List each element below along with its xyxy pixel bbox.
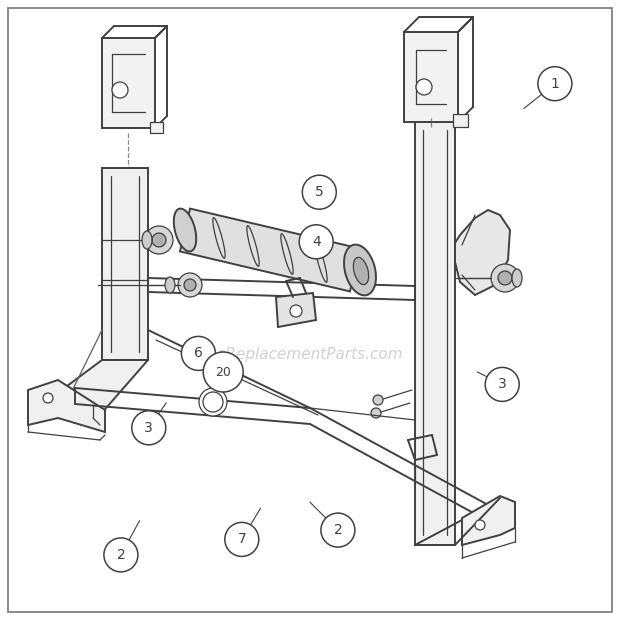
Ellipse shape — [184, 279, 196, 291]
Circle shape — [132, 411, 166, 445]
Polygon shape — [276, 293, 316, 327]
Polygon shape — [455, 210, 510, 295]
Circle shape — [182, 337, 215, 370]
Text: 6: 6 — [194, 347, 203, 360]
Circle shape — [104, 538, 138, 572]
Ellipse shape — [371, 408, 381, 418]
Circle shape — [485, 368, 519, 401]
Text: 2: 2 — [117, 548, 125, 562]
Ellipse shape — [165, 277, 175, 293]
Circle shape — [199, 388, 227, 416]
Polygon shape — [462, 496, 515, 545]
Ellipse shape — [353, 257, 369, 285]
Circle shape — [321, 513, 355, 547]
Text: 2: 2 — [334, 523, 342, 537]
Circle shape — [303, 175, 336, 209]
Polygon shape — [415, 120, 455, 545]
Ellipse shape — [373, 395, 383, 405]
Circle shape — [290, 305, 302, 317]
Ellipse shape — [344, 244, 376, 295]
Circle shape — [475, 520, 485, 530]
Polygon shape — [150, 122, 163, 133]
Text: 7: 7 — [237, 533, 246, 546]
Polygon shape — [404, 32, 458, 122]
Circle shape — [538, 67, 572, 100]
Text: 3: 3 — [144, 421, 153, 435]
Polygon shape — [55, 360, 148, 415]
Polygon shape — [453, 114, 468, 127]
Circle shape — [225, 523, 259, 556]
Ellipse shape — [491, 264, 519, 292]
Circle shape — [112, 82, 128, 98]
Polygon shape — [28, 380, 105, 432]
Circle shape — [416, 79, 432, 95]
Ellipse shape — [142, 231, 152, 249]
Circle shape — [299, 225, 333, 259]
Text: 20: 20 — [215, 366, 231, 378]
Polygon shape — [102, 38, 155, 128]
Text: 3: 3 — [498, 378, 507, 391]
Text: 1: 1 — [551, 77, 559, 91]
Text: 4: 4 — [312, 235, 321, 249]
Text: 5: 5 — [315, 185, 324, 199]
Text: eReplacementParts.com: eReplacementParts.com — [216, 347, 404, 363]
Ellipse shape — [512, 269, 522, 287]
Polygon shape — [180, 208, 360, 291]
Polygon shape — [102, 168, 148, 360]
Ellipse shape — [178, 273, 202, 297]
Circle shape — [43, 393, 53, 403]
Circle shape — [203, 352, 243, 392]
Ellipse shape — [174, 208, 196, 251]
Ellipse shape — [145, 226, 173, 254]
Ellipse shape — [498, 271, 512, 285]
Ellipse shape — [152, 233, 166, 247]
